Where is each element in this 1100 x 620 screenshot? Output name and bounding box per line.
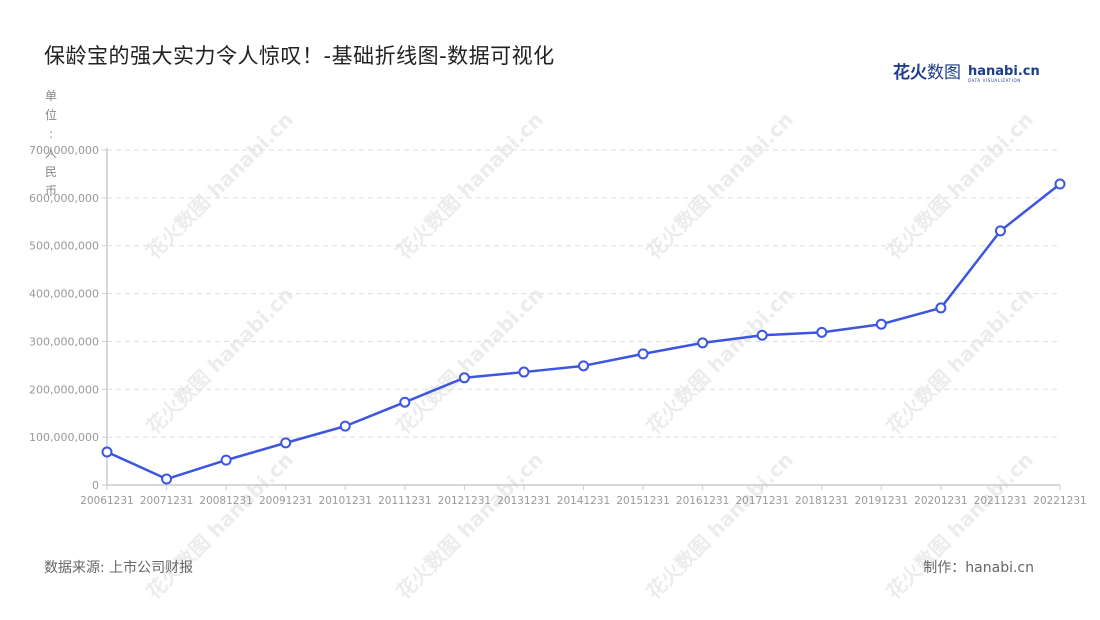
data-point [994,225,1006,237]
y-tick-label: 400,000,000 [29,288,99,301]
data-point [101,446,113,458]
brand-logo: 花火数图 hanabi.cn DATA VISUALIZATION [893,58,1040,83]
data-point [578,360,589,372]
unit-char: 币 [44,184,57,198]
x-tick-label: 20221231 [1033,495,1086,507]
x-tick-label: 20191231 [855,495,908,507]
maker-credit: 制作：hanabi.cn [923,560,1034,576]
logo-en: hanabi.cn DATA VISUALIZATION [968,65,1040,83]
logo-en-sub: DATA VISUALIZATION [968,78,1021,83]
unit-char: 位 [44,108,57,122]
logo-en-main: hanabi.cn [968,64,1040,79]
logo-cn: 花火数图 [893,58,961,83]
x-tick-label: 20081231 [199,495,252,507]
y-axis-unit-label: 单位: 人民币 [44,87,58,201]
x-tick-label: 20061231 [80,495,133,507]
x-tick-label: 20101231 [319,495,372,507]
unit-char: : [48,127,54,141]
data-point [1054,178,1066,190]
x-tick-label: 20071231 [140,495,193,507]
x-tick-label: 20181231 [795,495,848,507]
x-tick-label: 20141231 [557,495,610,507]
y-tick-label: 700,000,000 [29,144,99,157]
y-tick-label: 300,000,000 [29,335,99,348]
x-tick-label: 20211231 [974,495,1027,507]
data-point [697,337,709,349]
data-point [399,396,411,408]
y-tick-label: 0 [92,479,99,492]
data-point [458,372,470,384]
data-point [161,473,173,485]
logo-cn-thin: 数图 [927,63,961,83]
data-point [756,329,768,341]
x-tick-label: 20201231 [914,495,967,507]
logo-cn-bold: 花火 [893,63,927,83]
x-tick-label: 20091231 [259,495,312,507]
unit-char: 民 [44,165,57,179]
y-tick-label: 500,000,000 [29,240,99,253]
x-tick-label: 20151231 [616,495,669,507]
data-point [875,318,887,330]
data-line [106,182,1061,481]
data-point [816,326,828,338]
chart-title: 保龄宝的强大实力令人惊叹！-基础折线图-数据可视化 [44,44,555,68]
x-tick-label: 20161231 [676,495,729,507]
data-point [339,420,351,432]
y-tick-label: 100,000,000 [29,431,99,444]
x-tick-label: 20131231 [497,495,550,507]
data-source: 数据来源: 上市公司财报 [44,560,194,576]
x-tick-label: 20171231 [735,495,788,507]
unit-char: 人 [44,146,57,160]
data-point [518,366,530,378]
unit-char: 单 [44,89,57,103]
data-point [220,454,232,466]
data-point [280,437,292,449]
data-point [637,348,649,360]
x-tick-label: 20121231 [438,495,491,507]
x-tick-label: 20111231 [378,495,431,507]
data-point [935,302,947,314]
y-tick-label: 600,000,000 [29,192,99,205]
y-tick-label: 200,000,000 [29,383,99,396]
